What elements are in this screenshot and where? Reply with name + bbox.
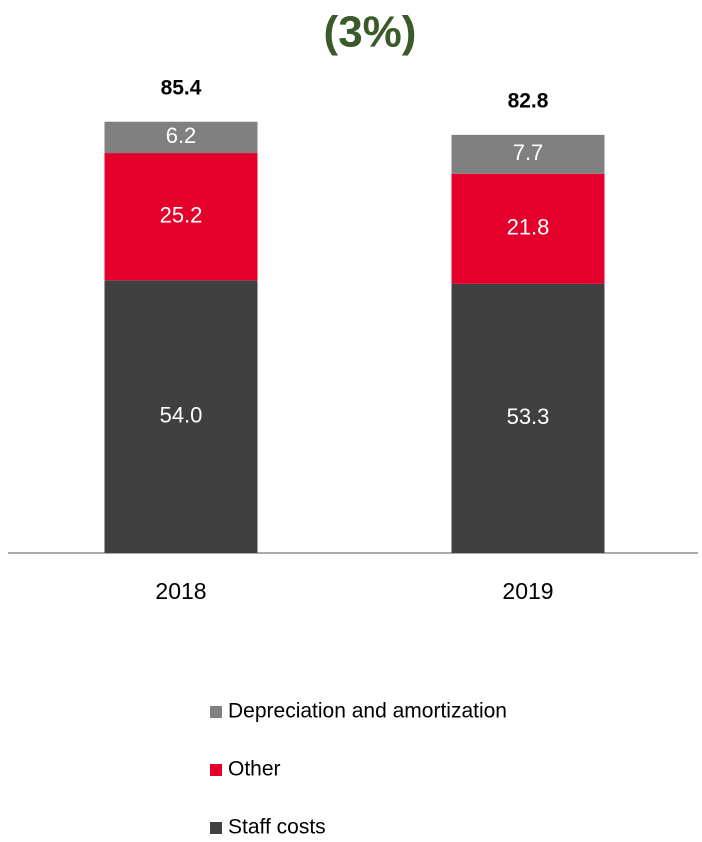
bar-segment [451,173,605,284]
bar-segment [104,153,258,281]
value-label: 21.8 [507,215,550,240]
total-label: 85.4 [161,76,202,99]
value-label: 53.3 [507,404,550,429]
legend-swatch [210,822,222,834]
legend-swatch [210,706,222,718]
bar-segment [451,134,605,174]
bar-segment [104,280,258,553]
value-label: 6.2 [166,123,197,148]
legend-swatch [210,764,222,776]
value-label: 7.7 [513,140,544,165]
bar-segment [451,283,605,553]
legend-label: Staff costs [228,816,326,839]
value-label: 25.2 [160,202,203,227]
total-label: 82.8 [508,89,549,112]
legend-label: Depreciation and amortization [228,700,507,723]
chart-title: (3%) [324,8,417,57]
value-label: 54.0 [160,402,203,427]
legend-label: Other [228,758,281,781]
bar-segment [104,121,258,154]
x-tick-label: 2019 [502,578,553,604]
x-tick-label: 2018 [155,578,206,604]
